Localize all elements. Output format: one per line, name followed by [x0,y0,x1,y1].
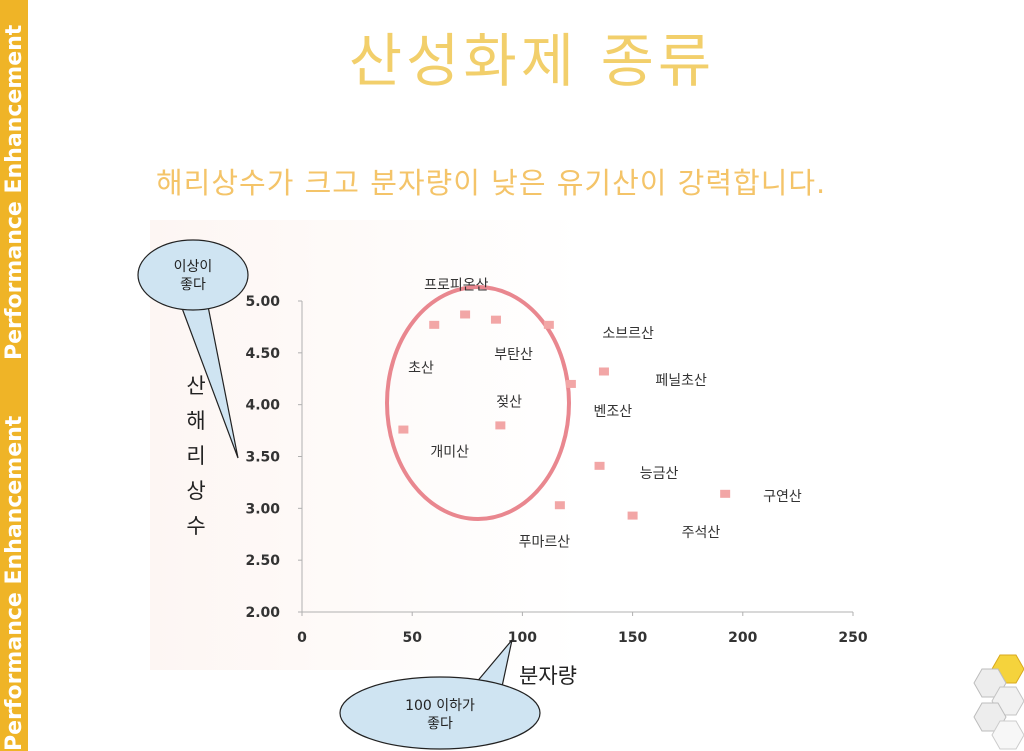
y-tick-label: 3.50 [245,450,280,466]
callout-text-x: 100 이하가 좋다 [405,698,475,732]
point-label: 소브르산 [602,326,654,342]
point-label: 페닐초산 [655,373,707,389]
x-tick-label: 100 [508,630,537,646]
data-point [490,315,501,324]
data-point [594,461,605,470]
y-tick-label: 5.00 [245,294,280,310]
point-label: 젖산 [496,395,522,411]
x-tick-label: 0 [297,630,307,646]
data-point [398,425,409,434]
data-point [598,367,609,376]
data-point [720,489,731,498]
point-label: 개미산 [430,444,469,460]
y-tick-label: 2.50 [245,553,280,569]
point-label: 능금산 [640,466,679,482]
callout-text-y: 이상이 좋다 [174,259,213,293]
y-tick-label: 4.00 [245,398,280,414]
y-tick-label: 2.00 [245,605,280,621]
point-label: 주석산 [682,525,721,541]
data-point [460,310,471,319]
slide-title: 산성화제 종류 [348,27,716,95]
side-band: Performance Enhancement Performance Enha… [0,0,28,751]
y-tick-label: 3.00 [245,501,280,517]
callout-tail-y [175,291,239,459]
data-point [495,421,506,430]
point-label: 벤조산 [593,404,632,420]
x-tick-label: 250 [838,630,867,646]
point-label: 부탄산 [494,347,533,363]
callout-tail-x-mask [469,688,501,698]
slide-subtitle: 해리상수가 크고 분자량이 낮은 유기산이 강력합니다. [156,166,827,200]
callout-bubble-y [137,239,249,311]
data-point [627,511,638,520]
x-tick-label: 50 [402,630,422,646]
point-label: 구연산 [763,489,802,505]
y-tick-label: 4.50 [245,346,280,362]
hexagon-decoration [973,654,1024,750]
data-point [565,379,576,388]
x-tick-label: 150 [618,630,647,646]
data-point [429,320,440,329]
x-axis-label: 분자량 [519,664,577,688]
callout-tail-y-mask [175,290,207,298]
x-tick-label: 200 [728,630,757,646]
data-point [554,501,565,510]
data-point [543,320,554,329]
highlight-ellipse [385,285,571,521]
point-label: 푸마르산 [519,535,571,551]
point-label: 초산 [408,360,434,376]
point-label: 프로피온산 [424,277,489,293]
